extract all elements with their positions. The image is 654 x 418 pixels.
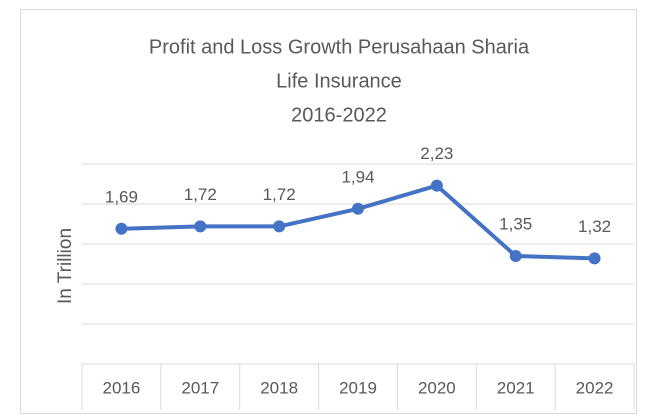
data-label: 1,69: [105, 187, 138, 206]
x-tick-label: 2017: [181, 378, 219, 397]
data-point: [115, 222, 128, 235]
data-point: [194, 220, 207, 233]
data-label: 1,72: [263, 185, 296, 204]
y-axis-label: In Trillion: [55, 228, 76, 304]
data-point: [509, 250, 522, 262]
chart-border: [20, 9, 637, 414]
x-tick-label: 2018: [260, 378, 298, 397]
data-point: [588, 252, 601, 265]
x-tick-label: 2016: [103, 378, 141, 397]
data-label: 1,35: [499, 214, 532, 233]
chart-title: Life Insurance: [276, 70, 402, 92]
x-tick-label: 2021: [497, 378, 535, 397]
data-point: [352, 202, 364, 215]
data-label: 1,72: [184, 185, 217, 204]
x-tick-label: 2022: [576, 378, 614, 397]
chart-title: 2016-2022: [291, 104, 387, 126]
data-label: 1,94: [341, 167, 374, 186]
data-point: [430, 179, 443, 192]
data-point: [273, 220, 286, 233]
x-tick-label: 2020: [418, 378, 456, 397]
x-tick-label: 2019: [339, 378, 377, 397]
data-label: 2,23: [420, 144, 453, 163]
data-label: 1,32: [578, 217, 611, 236]
chart-title: Profit and Loss Growth Perusahaan Sharia: [149, 36, 530, 58]
